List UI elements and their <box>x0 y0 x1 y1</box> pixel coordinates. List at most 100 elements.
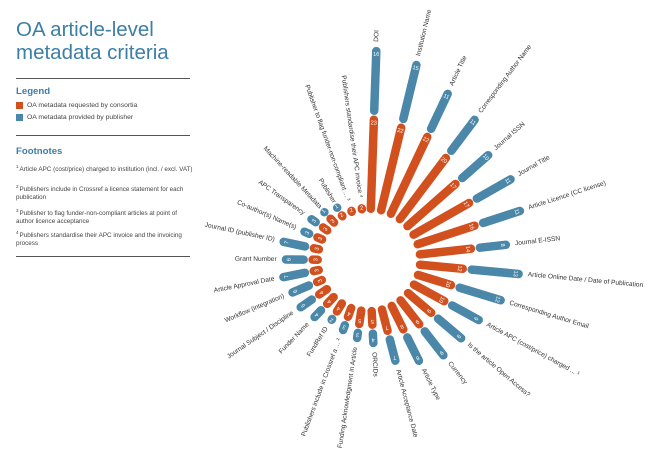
bar-requested <box>343 303 356 322</box>
bar-provided <box>403 333 424 366</box>
bar-value-requested: 22 <box>422 136 430 144</box>
category-label: Article Acceptance Date <box>394 369 419 439</box>
bar-provided <box>385 335 400 365</box>
bar-value-requested: 3 <box>330 218 336 225</box>
bar-value-provided: 6 <box>293 288 300 293</box>
category-label: Funding Acknowledgment in Article <box>337 346 359 448</box>
bar-value-requested: 3 <box>317 236 324 241</box>
bar-value-requested: 3 <box>314 247 321 251</box>
bar-value-requested: 22 <box>397 128 404 135</box>
bar-provided <box>447 115 479 156</box>
bar-value-requested: 9 <box>414 318 420 325</box>
category-label: Journal ID (publisher ID) <box>204 222 275 244</box>
bar-value-provided: 9 <box>438 349 444 356</box>
bar-requested <box>318 223 332 235</box>
bar-value-provided: 3 <box>305 231 312 236</box>
category-label: Article Approval Date <box>213 275 275 294</box>
bar-value-requested: 10 <box>437 295 445 303</box>
category-label: Article Licence (CC license) <box>528 180 607 212</box>
divider <box>16 135 190 136</box>
bar-provided <box>420 327 448 360</box>
footnote-4: 4Publishers standardise their APC invoic… <box>16 229 194 248</box>
bar-provided <box>369 46 381 115</box>
bar-provided <box>433 314 466 343</box>
bar-value-provided: 11 <box>442 93 450 101</box>
bar-value-provided: 4 <box>371 336 374 342</box>
bar-value-requested: 20 <box>439 157 448 166</box>
divider <box>16 78 190 79</box>
bar-value-requested: 4 <box>319 289 326 295</box>
bar-value-requested: 9 <box>425 307 432 313</box>
bar-requested <box>413 221 479 249</box>
bar-requested <box>367 306 377 329</box>
footnote-num: 1 <box>16 164 19 169</box>
bar-value-requested: 3 <box>313 258 319 261</box>
bar-requested <box>409 280 449 306</box>
bar-value-requested: 7 <box>384 324 389 331</box>
bar-requested <box>376 123 406 215</box>
bar-value-provided: 16 <box>373 52 379 58</box>
bar-requested <box>386 132 432 218</box>
footnote-3: 3Publisher to flag funder-non-compliant … <box>16 207 194 226</box>
bar-provided <box>399 60 421 124</box>
bar-provided <box>310 306 326 322</box>
bar-value-provided: 8 <box>414 354 419 361</box>
bar-requested <box>309 244 324 254</box>
bar-value-provided: 7 <box>392 354 397 361</box>
bar-provided <box>455 283 505 305</box>
legend-label-provided: OA metadata provided by publisher <box>27 114 134 121</box>
bar-value-requested: 12 <box>456 265 463 272</box>
footnotes-heading: Footnotes <box>16 146 63 157</box>
footnote-num: 2 <box>16 184 19 189</box>
category-label: Journal E-ISSN <box>515 235 561 247</box>
category-label: Journal ISSN <box>493 121 527 152</box>
bar-requested <box>396 296 424 329</box>
bar-value-provided: 9 <box>455 333 462 339</box>
bar-requested <box>322 292 338 309</box>
bar-requested <box>312 275 327 287</box>
category-label: FundRef ID <box>306 326 330 359</box>
legend-item-provided: OA metadata provided by publisher <box>16 114 133 121</box>
bar-provided <box>338 320 350 335</box>
bar-requested <box>314 284 332 299</box>
category-label: Is the article Open Access? <box>466 342 532 399</box>
bar-requested <box>415 244 476 259</box>
category-label: Corresponding Author Email <box>508 300 589 331</box>
bar-provided <box>472 175 515 203</box>
bar-provided <box>426 89 452 134</box>
footnote-1: 1Article APC (cost/price) charged to ins… <box>16 163 194 174</box>
category-label: Grant Number <box>235 256 278 263</box>
bar-provided <box>307 215 320 227</box>
bar-value-requested: 4 <box>336 305 342 312</box>
bar-requested <box>354 306 366 329</box>
bar-value-provided: 5 <box>300 302 307 308</box>
bar-value-provided: 11 <box>468 119 476 127</box>
category-label: DOI <box>373 30 380 42</box>
footnote-text: Article APC (cost/price) charged to inst… <box>19 166 193 173</box>
legend-item-requested: OA metadata requested by consortia <box>16 102 137 109</box>
bar-value-provided: 6 <box>287 258 293 261</box>
bar-provided <box>478 206 525 228</box>
bar-requested <box>403 288 436 318</box>
bar-requested <box>387 301 408 334</box>
bar-value-provided: 13 <box>512 270 519 277</box>
footnote-num: 4 <box>16 230 19 235</box>
bar-requested <box>395 153 451 224</box>
bar-provided <box>288 281 314 297</box>
category-label: Currency <box>446 360 468 386</box>
bar-value-provided: 7 <box>284 274 290 278</box>
bar-value-requested: 8 <box>399 323 404 330</box>
bar-requested <box>409 198 474 239</box>
bar-value-requested: 23 <box>371 120 377 126</box>
bar-value-requested: 16 <box>467 223 475 231</box>
bar-value-provided: 3 <box>342 323 347 330</box>
category-label: Article Online Date / Date of Publicatio… <box>527 271 643 289</box>
bar-value-requested: 17 <box>462 201 470 209</box>
bar-requested <box>403 179 460 231</box>
bar-value-provided: 9 <box>472 315 479 321</box>
bar-value-provided: 12 <box>493 295 501 303</box>
category-label: ORCIDs <box>370 352 378 378</box>
footnote-num: 3 <box>16 208 19 213</box>
category-label: Journal Title <box>517 154 552 178</box>
